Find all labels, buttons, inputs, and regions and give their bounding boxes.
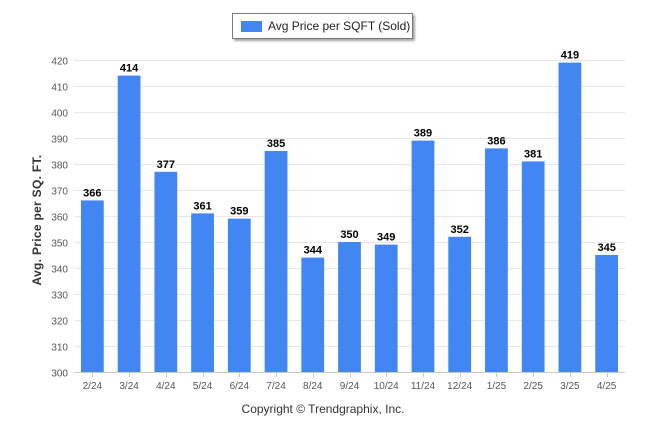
bar-value-label: 361: [193, 200, 211, 212]
y-axis-title: Avg. Price per SQ. FT.: [30, 154, 44, 286]
bar: [558, 62, 582, 372]
x-tick-label: 5/24: [193, 381, 213, 392]
y-tick-label: 370: [51, 187, 68, 198]
x-tick-label: 2/24: [83, 381, 103, 392]
bar-value-label: 352: [451, 224, 469, 236]
bar-value-label: 389: [414, 128, 432, 140]
bar: [521, 161, 545, 372]
bar: [595, 255, 619, 372]
bar-value-label: 344: [304, 245, 323, 257]
y-tick-label: 330: [51, 291, 68, 302]
x-tick-label: 10/24: [374, 381, 399, 392]
x-tick-label: 2/25: [523, 381, 543, 392]
y-tick-label: 410: [51, 83, 68, 94]
data-labels: 366 414 377 361 359 385 344 350 349 389 352 386 381 4…: [83, 50, 616, 257]
x-tick-label: 9/24: [340, 381, 360, 392]
x-tick-label: 6/24: [230, 381, 250, 392]
bar: [154, 171, 178, 372]
bar: [374, 244, 398, 372]
bar-value-label: 349: [377, 232, 395, 244]
y-tick-label: 420: [51, 57, 68, 68]
bar-value-label: 377: [157, 159, 175, 171]
legend-label: Avg Price per SQFT (Sold): [268, 19, 411, 33]
y-tick-label: 310: [51, 343, 68, 354]
bar: [227, 218, 251, 372]
x-tick-label: 11/24: [411, 381, 436, 392]
y-axis-ticks: 300 310 320 330 340 350 360 370 380 390 400 410 420: [51, 57, 68, 380]
bar: [338, 242, 361, 372]
y-tick-label: 340: [51, 265, 68, 276]
y-tick-label: 300: [51, 369, 68, 380]
bar: [191, 213, 214, 372]
x-tick-label: 12/24: [447, 381, 472, 392]
y-tick-label: 320: [51, 317, 68, 328]
x-tick-label: 4/25: [597, 381, 617, 392]
bar: [485, 148, 508, 372]
bar-value-label: 345: [597, 242, 615, 254]
x-tick-label: 7/24: [266, 381, 286, 392]
bar: [80, 200, 104, 372]
x-tick-label: 8/24: [303, 381, 323, 392]
bars: [80, 62, 619, 372]
legend[interactable]: Avg Price per SQFT (Sold): [232, 13, 413, 39]
bar-value-label: 359: [230, 206, 248, 218]
x-axis-ticks: 2/24 3/24 4/24 5/24 6/24 7/24 8/24 9/24 10/24 11/…: [83, 372, 617, 392]
bar: [301, 257, 325, 372]
x-tick-label: 3/25: [560, 381, 580, 392]
bar-value-label: 350: [340, 229, 358, 241]
y-tick-label: 360: [51, 213, 68, 224]
bar: [411, 140, 435, 372]
bar: [264, 151, 288, 372]
bar: [117, 75, 141, 372]
legend-swatch: [241, 21, 262, 32]
bar-value-label: 366: [83, 187, 101, 199]
y-tick-label: 380: [51, 161, 68, 172]
x-tick-label: 4/24: [156, 381, 176, 392]
y-tick-label: 390: [51, 135, 68, 146]
bar-value-label: 381: [524, 148, 542, 160]
y-tick-label: 350: [51, 239, 68, 250]
y-tick-label: 400: [51, 109, 68, 120]
bar-value-label: 386: [487, 135, 505, 147]
x-tick-label: 1/25: [487, 381, 507, 392]
x-tick-label: 3/24: [119, 381, 139, 392]
copyright-text: Copyright © Trendgraphix, Inc.: [241, 402, 405, 416]
bar-value-label: 385: [267, 138, 285, 150]
bar-value-label: 414: [120, 63, 139, 75]
bar-value-label: 419: [561, 50, 579, 62]
bar: [448, 236, 472, 372]
